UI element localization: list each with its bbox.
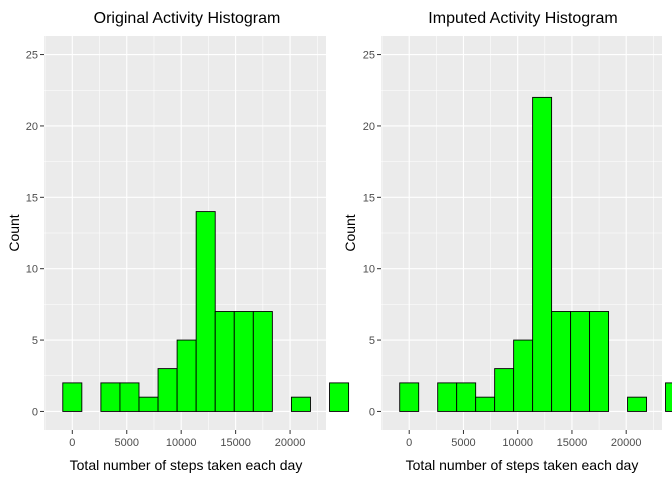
y-tick-label: 25 [363,50,375,62]
histogram-bar [176,339,197,412]
histogram-bar [627,396,647,412]
y-tick-label: 15 [363,192,375,204]
y-tick-label: 10 [363,264,375,276]
x-tick-label: 20000 [611,437,642,449]
x-tick-label: 10000 [502,437,533,449]
histogram-bar [513,339,534,412]
histogram-bar [589,311,610,412]
x-tick-label: 0 [69,437,75,449]
x-tick-label: 20000 [275,437,306,449]
y-tick-label: 0 [32,406,38,418]
histogram-bar [195,211,216,412]
chart-title: Imputed Activity Histogram [428,10,617,27]
histogram-bar [437,382,458,412]
x-tick-label: 5000 [451,437,475,449]
x-tick-label: 0 [406,437,412,449]
histogram-bar [100,382,121,412]
histogram-bar [329,382,350,412]
chart-title: Original Activity Histogram [94,10,281,27]
original-activity-histogram: Original Activity Histogram Count Total … [6,10,350,473]
y-tick-label: 20 [363,121,375,133]
y-tick-label: 15 [26,192,38,204]
x-tick-label: 15000 [220,437,251,449]
histogram-bar [532,96,553,412]
y-tick-label: 5 [32,335,38,347]
y-tick-label: 5 [369,335,375,347]
histogram-bar [138,396,159,412]
histogram-bar [252,311,273,412]
histogram-bar [570,311,591,412]
x-axis-title: Total number of steps taken each day [406,457,639,473]
x-tick-label: 15000 [557,437,588,449]
histogram-bar [214,311,235,412]
y-axis-title: Count [6,214,22,251]
histogram-bar [157,368,178,412]
y-tick-label: 10 [26,264,38,276]
histogram-bar [494,368,515,412]
y-tick-label: 20 [26,121,38,133]
x-axis-title: Total number of steps taken each day [70,457,303,473]
histogram-bar [62,382,83,412]
histogram-bar [399,382,420,412]
histogram-bar [290,396,311,412]
x-tick-label: 5000 [115,437,139,449]
histogram-bar [551,311,572,412]
x-tick-label: 10000 [166,437,197,449]
y-tick-label: 25 [26,50,38,62]
histogram-bar [475,396,496,412]
histogram-bar [119,382,140,412]
imputed-activity-histogram: Imputed Activity Histogram Count Total n… [342,10,672,473]
histogram-bar [233,311,254,412]
y-tick-label: 0 [369,406,375,418]
histogram-bar [456,382,477,412]
histogram-bar [665,382,672,412]
y-axis-title: Count [342,214,358,251]
